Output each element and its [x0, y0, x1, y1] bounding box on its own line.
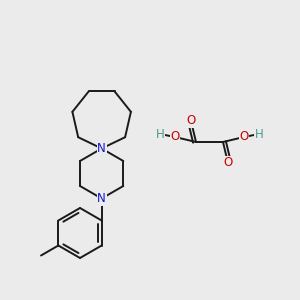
Text: H: H [255, 128, 263, 140]
Text: N: N [97, 142, 106, 155]
Text: H: H [156, 128, 164, 140]
Text: O: O [170, 130, 180, 143]
Text: O: O [239, 130, 249, 143]
Text: O: O [224, 157, 232, 169]
Text: N: N [97, 192, 106, 205]
Text: O: O [186, 115, 196, 128]
